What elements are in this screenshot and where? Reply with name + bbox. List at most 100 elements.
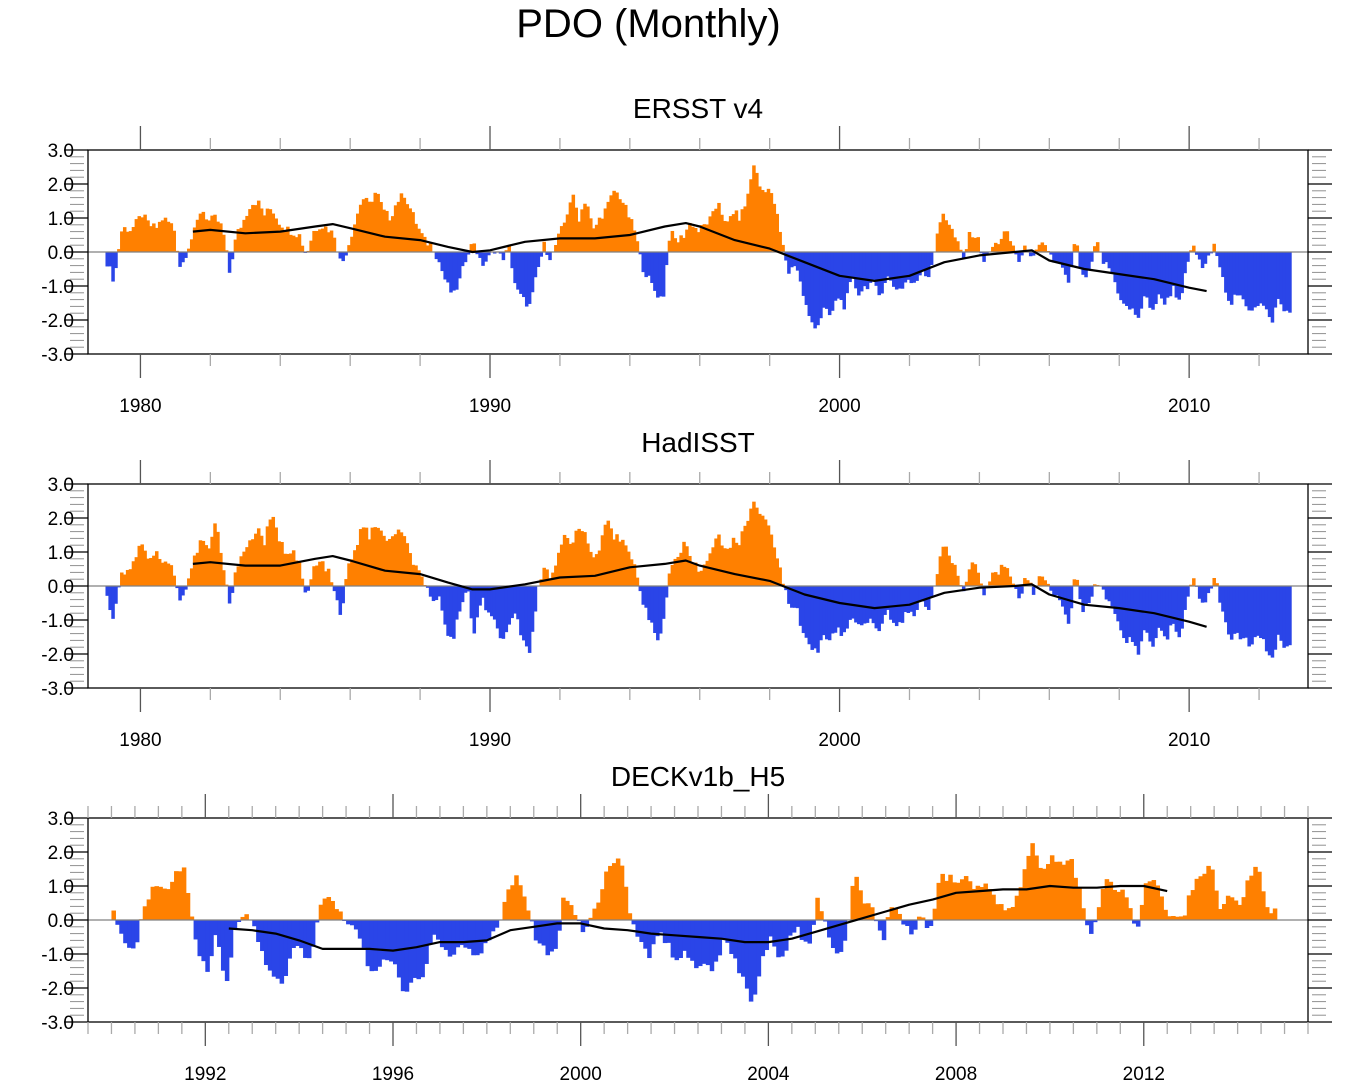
negative-bar xyxy=(349,920,355,926)
negative-bar xyxy=(1122,252,1126,304)
positive-bar xyxy=(952,882,957,920)
negative-bar xyxy=(443,920,449,950)
positive-bar xyxy=(632,564,637,586)
negative-bar xyxy=(479,920,484,954)
negative-bar xyxy=(501,252,506,261)
negative-bar xyxy=(524,586,529,647)
negative-bar xyxy=(504,586,509,633)
positive-bar xyxy=(411,564,415,586)
negative-bar xyxy=(836,586,841,628)
positive-bar xyxy=(673,558,678,586)
negative-bar xyxy=(880,252,884,294)
negative-bar xyxy=(772,920,777,947)
negative-bar xyxy=(452,252,456,291)
negative-bar xyxy=(650,586,654,623)
panel-title: DECKv1b_H5 xyxy=(611,761,785,792)
positive-bar xyxy=(396,529,401,586)
negative-bar xyxy=(825,586,829,640)
negative-bar xyxy=(220,920,226,971)
positive-bar xyxy=(187,248,191,252)
positive-bar xyxy=(728,216,733,252)
positive-bar xyxy=(1151,880,1157,920)
negative-bar xyxy=(909,252,913,284)
negative-bar xyxy=(859,252,864,292)
positive-bar xyxy=(189,239,194,252)
positive-bar xyxy=(149,226,153,252)
positive-bar xyxy=(1096,907,1102,920)
positive-bar xyxy=(775,558,779,586)
negative-bar xyxy=(1273,586,1278,650)
negative-bar xyxy=(1078,586,1082,600)
negative-bar xyxy=(1142,252,1147,297)
negative-bar xyxy=(842,920,848,941)
negative-bar xyxy=(1241,586,1246,639)
negative-bar xyxy=(889,586,893,620)
negative-bar xyxy=(475,920,480,956)
negative-bar xyxy=(801,252,806,296)
positive-bar xyxy=(338,911,343,920)
negative-bar xyxy=(819,252,823,319)
positive-bar xyxy=(991,894,996,920)
negative-bar xyxy=(224,920,230,982)
positive-bar xyxy=(746,193,750,252)
positive-bar xyxy=(586,543,590,586)
positive-bar xyxy=(502,901,507,920)
negative-bar xyxy=(111,252,115,282)
positive-bar xyxy=(294,560,299,586)
negative-bar xyxy=(892,586,896,623)
positive-bar xyxy=(244,914,249,920)
negative-bar xyxy=(227,586,232,604)
positive-bar xyxy=(667,573,672,586)
negative-bar xyxy=(1066,586,1071,624)
negative-bar xyxy=(513,252,517,284)
negative-bar xyxy=(501,586,506,639)
negative-bar xyxy=(839,586,844,636)
negative-bar xyxy=(733,920,738,959)
positive-bar xyxy=(315,230,319,252)
negative-bar xyxy=(1058,252,1062,263)
negative-bar xyxy=(341,586,345,604)
negative-bar xyxy=(1279,586,1283,641)
negative-bar xyxy=(424,920,429,964)
negative-bar xyxy=(1288,586,1292,646)
positive-bar xyxy=(720,214,724,252)
positive-bar xyxy=(256,200,261,252)
positive-bar xyxy=(1261,891,1266,920)
negative-bar xyxy=(653,586,657,633)
negative-bar xyxy=(184,586,188,590)
positive-bar xyxy=(973,237,978,252)
negative-bar xyxy=(780,920,785,957)
positive-bar xyxy=(1011,245,1015,252)
positive-bar xyxy=(667,240,672,252)
negative-bar xyxy=(486,920,492,941)
negative-bar xyxy=(1127,586,1132,638)
negative-bar xyxy=(912,252,916,283)
positive-bar xyxy=(157,221,162,252)
positive-bar xyxy=(996,574,1001,586)
negative-bar xyxy=(1241,252,1246,300)
negative-bar xyxy=(643,920,648,949)
positive-bar xyxy=(367,539,372,586)
negative-bar xyxy=(1235,252,1240,296)
negative-bar xyxy=(827,586,832,641)
negative-bar xyxy=(314,920,320,923)
positive-bar xyxy=(717,202,721,252)
positive-bar xyxy=(758,513,762,586)
positive-bar xyxy=(1072,244,1077,252)
positive-bar xyxy=(330,900,335,920)
positive-anomaly-fill xyxy=(120,501,1219,586)
negative-bar xyxy=(1160,252,1164,299)
negative-bar xyxy=(1104,252,1109,263)
negative-bar xyxy=(892,252,896,287)
negative-bar xyxy=(516,586,520,620)
negative-bar xyxy=(1229,586,1234,640)
x-tick-label: 2008 xyxy=(935,1064,977,1085)
positive-bar xyxy=(414,565,418,586)
y-tick-label: 1.0 xyxy=(48,209,74,230)
positive-bar xyxy=(125,231,130,252)
negative-bar xyxy=(279,920,285,984)
negative-bar xyxy=(670,920,676,958)
negative-bar xyxy=(871,586,876,624)
positive-bar xyxy=(731,537,736,586)
positive-bar xyxy=(117,249,121,252)
